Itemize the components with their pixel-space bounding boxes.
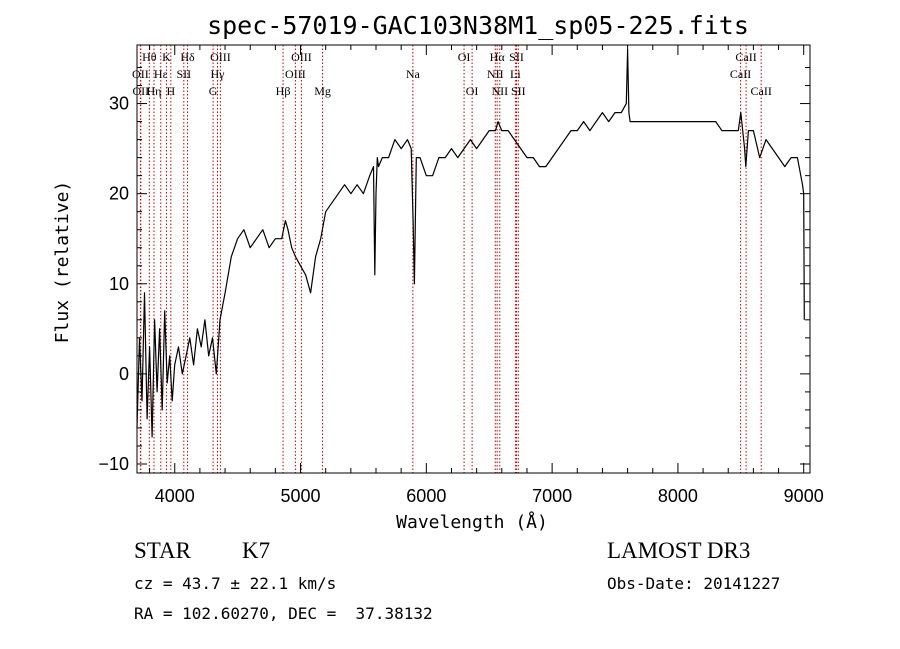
line-label-17: OI — [458, 50, 471, 64]
line-label-15: Mg — [314, 84, 331, 98]
line-label-9: OIII — [210, 50, 231, 64]
sky-coordinates: RA = 102.60270, DEC = 37.38132 — [134, 604, 433, 623]
line-label-13: OIII — [285, 67, 306, 81]
y-tick-label-1: 0 — [119, 364, 129, 384]
x-axis-label: Wavelength (Å) — [396, 511, 548, 533]
axis-ticks: 4000 5000 6000 7000 8000 9000 −10 0 10 20 30 — [98, 45, 824, 506]
spectral-line-markers — [139, 45, 762, 473]
line-label-18: OI — [466, 84, 479, 98]
line-label-7: SII — [176, 67, 191, 81]
chart-title: spec-57019-GAC103N38M1_sp05-225.fits — [207, 11, 749, 40]
x-tick-label-3: 7000 — [532, 486, 572, 506]
object-type: STAR — [134, 538, 191, 563]
x-tick-label-5: 9000 — [784, 486, 824, 506]
line-label-10: Hγ — [211, 67, 226, 81]
observation-date: Obs-Date: 20141227 — [607, 574, 781, 593]
spectral-subclass: K7 — [242, 538, 271, 563]
line-label-26: CaII — [730, 67, 751, 81]
y-tick-label-4: 30 — [109, 94, 129, 114]
plot-frame — [136, 44, 811, 474]
line-label-1: OII — [132, 67, 149, 81]
x-tick-label-2: 6000 — [406, 486, 446, 506]
line-label-4: Hη — [147, 84, 162, 98]
survey-name: LAMOST DR3 — [607, 538, 751, 563]
line-label-24: SII — [511, 84, 526, 98]
line-label-20: NII — [487, 67, 504, 81]
line-label-8: Hδ — [180, 50, 195, 64]
line-label-12: OIII — [291, 50, 312, 64]
line-label-21: NII — [491, 84, 508, 98]
flux-series-line — [136, 48, 805, 438]
x-tick-label-0: 4000 — [155, 486, 195, 506]
line-label-14: Hβ — [276, 84, 291, 98]
line-label-27: CaII — [751, 84, 772, 98]
line-label-5: K — [162, 50, 171, 64]
line-label-0: Hθ — [142, 50, 157, 64]
y-axis-label: Flux (relative) — [52, 181, 73, 344]
x-tick-label-4: 8000 — [658, 486, 698, 506]
line-label-22: SII — [509, 50, 524, 64]
line-label-25: CaII — [735, 50, 756, 64]
redshift-velocity: cz = 43.7 ± 22.1 km/s — [134, 574, 337, 593]
line-label-16: Na — [406, 67, 421, 81]
y-tick-label-0: −10 — [98, 454, 129, 474]
x-tick-label-1: 5000 — [281, 486, 321, 506]
line-label-3: Hε — [154, 67, 168, 81]
line-label-6: H — [167, 84, 176, 98]
line-label-23: Li — [510, 67, 521, 81]
line-label-11: G — [209, 84, 218, 98]
y-tick-label-2: 10 — [109, 274, 129, 294]
line-label-19: Hα — [490, 50, 506, 64]
y-tick-label-3: 20 — [109, 184, 129, 204]
